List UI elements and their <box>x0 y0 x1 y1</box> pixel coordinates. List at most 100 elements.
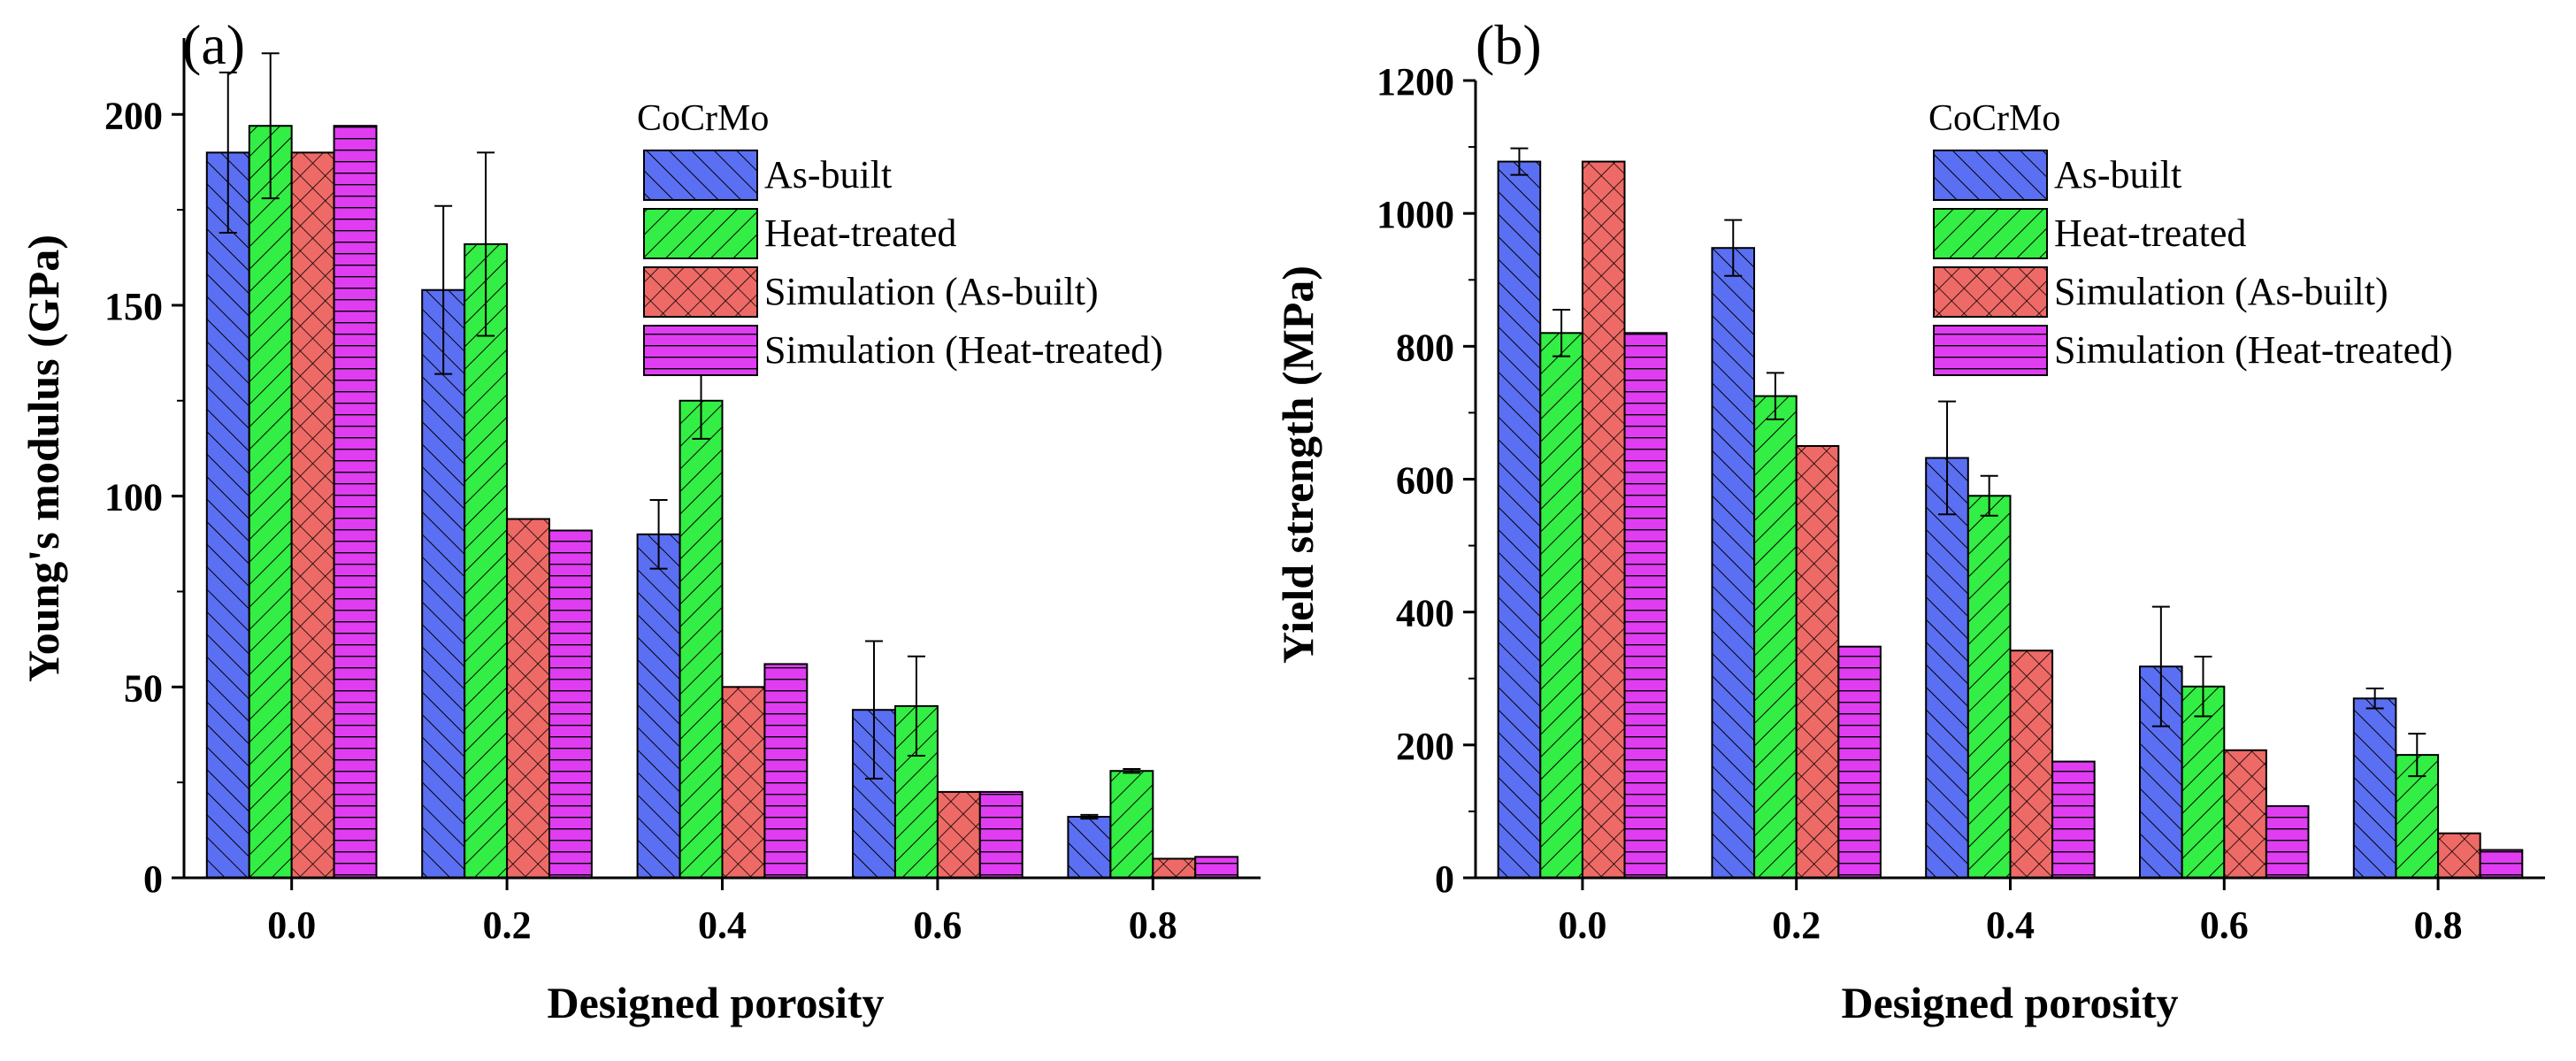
panel-b-bar-s4-0.4 <box>2051 760 2096 879</box>
panel-a-x-tick-label: 0.6 <box>913 903 962 947</box>
panel-a-legend-label-s2: Heat-treated <box>764 211 956 255</box>
panel-b-x-axis-title: Designed porosity <box>1841 978 2178 1027</box>
panel-a-x-tick-label: 0.0 <box>267 903 316 947</box>
panel-b-x-tick-label: 0.4 <box>1986 903 2035 947</box>
panel-b-legend-swatch-s3 <box>1933 266 2048 318</box>
panel-b-legend-swatch-s4 <box>1933 325 2048 376</box>
panel-a-bar-s2-0.4 <box>678 399 724 879</box>
panel-b-legend-swatch-s2 <box>1933 208 2048 259</box>
panel-a-legend-label-s3: Simulation (As-built) <box>764 270 1099 313</box>
panel-a-bar-s4-0.0 <box>333 125 378 879</box>
panel-b-bar-s4-0.8 <box>2479 849 2524 879</box>
panel-a-error-bar-s1-0.6 <box>864 640 883 780</box>
panel-a-legend: CoCrMo As-built Heat-treated Simulation (A… <box>637 98 1163 376</box>
panel-b-plot-area: 0 200 400 600 800 1000 1200 0.0 0.2 0.4 0.6 0.8 <box>1376 60 2545 947</box>
panel-b-error-bar-s1-0.8 <box>2365 688 2384 710</box>
panel-a-error-bar-s2-0.0 <box>261 52 280 200</box>
panel-a-bar-s2-0.0 <box>248 125 293 879</box>
panel-b-bar-s2-0.4 <box>1966 495 2012 879</box>
panel-a-y-tick-label: 150 <box>104 285 163 328</box>
panel-a-legend-label-s1: As-built <box>764 153 892 196</box>
panel-a-y-tick-label: 200 <box>104 94 163 137</box>
panel-a-bar-s1-0.8 <box>1067 816 1112 879</box>
panel-b-bar-s3-0.6 <box>2223 749 2267 879</box>
panel-b-error-bar-s2-0.0 <box>1552 309 1571 358</box>
panel-b-bar-s2-0.2 <box>1753 395 1798 880</box>
panel-a-error-bar-s1-0.0 <box>218 71 237 234</box>
panel-b-legend: CoCrMo As-built Heat-treated Simulation (A… <box>1928 98 2453 376</box>
panel-b-x-tick-label: 0.6 <box>2200 903 2249 947</box>
panel-b-label: (b) <box>1476 13 1542 76</box>
panel-a-bar-s1-0.2 <box>421 288 466 879</box>
panel-a-bar-s1-0.4 <box>636 533 681 879</box>
panel-a-plot-area: 0 50 100 150 200 0.0 0.2 0.4 0.6 0.8 <box>104 38 1261 947</box>
panel-b-bar-s4-0.6 <box>2265 804 2310 880</box>
panel-b-legend-label-s3: Simulation (As-built) <box>2054 270 2388 313</box>
panel-a-bar-s2-0.8 <box>1109 770 1154 880</box>
panel-a-legend-label-s4: Simulation (Heat-treated) <box>764 328 1163 372</box>
panel-a-legend-swatch-s2 <box>643 208 758 259</box>
panel-a-legend-swatch-s4 <box>643 325 758 376</box>
panel-a-x-tick-label: 0.2 <box>483 903 532 947</box>
panel-a-bar-s3-0.4 <box>721 686 766 879</box>
panel-a-error-bar-s2-0.8 <box>1123 768 1141 774</box>
panel-b-legend-label-s4: Simulation (Heat-treated) <box>2054 328 2453 372</box>
panel-a-y-tick-label: 0 <box>143 857 163 901</box>
panel-b-error-bar-s1-0.6 <box>2151 605 2170 727</box>
panel-a-error-bar-s1-0.8 <box>1080 813 1099 820</box>
panel-b-bar-s3-0.4 <box>2009 650 2054 879</box>
panel-b-legend-swatch-s1 <box>1933 150 2048 201</box>
panel-a-bar-s3-0.6 <box>936 790 981 880</box>
panel-b-bar-s4-0.2 <box>1837 645 1882 879</box>
panel-a-error-bar-s1-0.2 <box>434 204 453 375</box>
panel-b-error-bar-s2-0.2 <box>1766 372 1784 420</box>
panel-b-legend-title: CoCrMo <box>1928 98 2060 139</box>
panel-b-y-tick-label: 0 <box>1435 857 1454 901</box>
panel-b-bar-s3-0.8 <box>2437 832 2481 880</box>
panel-b-bar-s1-0.0 <box>1497 160 1542 880</box>
panel-b-bar-s3-0.2 <box>1795 445 1840 879</box>
panel-b-bar-s1-0.2 <box>1711 247 1756 879</box>
panel-b-y-tick-label: 200 <box>1396 725 1454 768</box>
panel-a-y-tick-label: 50 <box>124 666 163 710</box>
panel-b-y-tick-label: 1200 <box>1376 60 1454 104</box>
panel-a-error-bar-s2-0.6 <box>907 655 925 757</box>
panel-b-bar-s2-0.6 <box>2181 685 2226 879</box>
panel-b-bar-s3-0.0 <box>1581 160 1626 880</box>
panel-a-x-tick-label: 0.4 <box>698 903 747 947</box>
panel-b-x-tick-label: 0.2 <box>1772 903 1821 947</box>
panel-a-bar-s4-0.8 <box>1194 856 1239 879</box>
panel-a-error-bar-s2-0.2 <box>477 151 495 337</box>
panel-b-error-bar-s2-0.4 <box>1980 474 1998 517</box>
panel-a-bar-s3-0.8 <box>1152 857 1197 880</box>
panel-b-y-tick-label: 1000 <box>1376 193 1454 236</box>
panel-a-bar-s2-0.2 <box>464 242 509 879</box>
panel-a-legend-title: CoCrMo <box>637 98 769 139</box>
panel-a-bar-s3-0.0 <box>290 151 335 879</box>
panel-a-legend-swatch-s1 <box>643 150 758 201</box>
chart-panel-a: (a) Young's modulus (GPa) Designed poros… <box>19 13 1261 1027</box>
panel-b-x-tick-label: 0.8 <box>2414 903 2463 947</box>
panel-a-bar-s4-0.2 <box>548 529 593 879</box>
panel-a-label: (a) <box>182 13 245 76</box>
panel-b-legend-label-s1: As-built <box>2054 153 2181 196</box>
panel-b-y-tick-label: 600 <box>1396 459 1454 503</box>
panel-a-bar-s4-0.6 <box>978 790 1024 880</box>
panel-b-y-tick-label: 400 <box>1396 592 1454 635</box>
panel-b-bar-s1-0.8 <box>2352 697 2397 879</box>
panel-b-bar-s2-0.0 <box>1539 332 1583 879</box>
panel-b-y-tick-label: 800 <box>1396 326 1454 369</box>
panel-a-error-bar-s1-0.4 <box>649 498 668 570</box>
panel-a-y-tick-label: 100 <box>104 476 163 519</box>
panel-b-bar-s1-0.4 <box>1925 457 1969 879</box>
panel-b-bar-s4-0.0 <box>1623 332 1668 879</box>
panel-a-x-tick-label: 0.8 <box>1129 903 1177 947</box>
panel-b-x-tick-label: 0.0 <box>1558 903 1606 947</box>
panel-a-x-axis-title: Designed porosity <box>547 978 884 1027</box>
panel-b-error-bar-s1-0.0 <box>1510 147 1529 176</box>
panel-a-legend-swatch-s3 <box>643 266 758 318</box>
panel-a-bar-s3-0.2 <box>506 518 550 879</box>
panel-b-error-bar-s2-0.6 <box>2194 655 2212 718</box>
panel-b-y-axis-title: Yield strength (MPa) <box>1273 265 1322 664</box>
